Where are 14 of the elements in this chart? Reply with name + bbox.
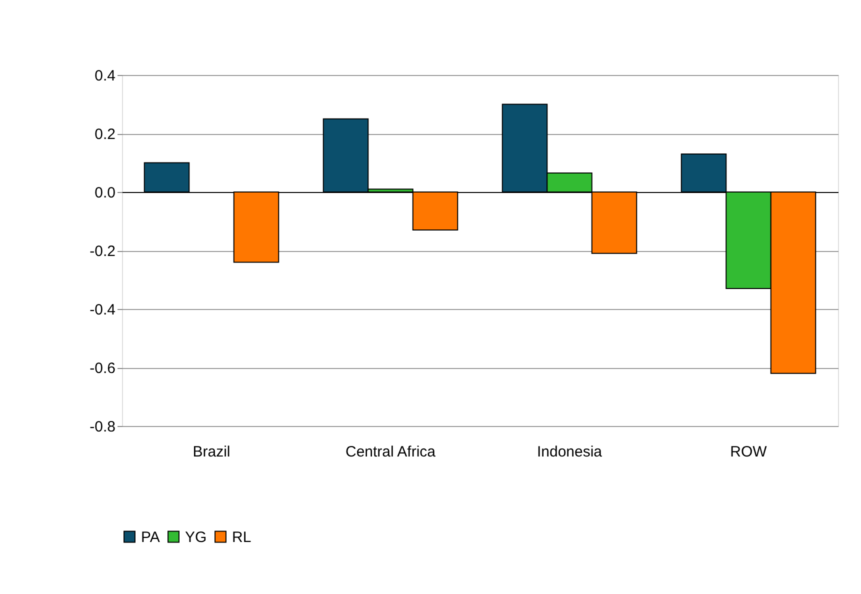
y-tick-label: -0.6 xyxy=(90,360,116,377)
y-tick-label: 0.2 xyxy=(94,126,116,143)
legend-label: PA xyxy=(141,528,160,546)
y-tick-label: 0.0 xyxy=(94,184,116,202)
y-tick-label: 0.4 xyxy=(94,68,116,84)
legend-label: RL xyxy=(232,528,252,546)
x-tick-label: Brazil xyxy=(192,444,230,460)
y-tick-label: -0.2 xyxy=(90,243,116,260)
x-tick-label: ROW xyxy=(730,444,768,460)
legend-label: YG xyxy=(185,528,207,546)
x-tick-label: Indonesia xyxy=(536,444,603,460)
y-tick-label: -0.4 xyxy=(90,302,116,318)
x-tick-label: Central Africa xyxy=(345,444,436,460)
y-tick-label: -0.8 xyxy=(90,418,116,436)
